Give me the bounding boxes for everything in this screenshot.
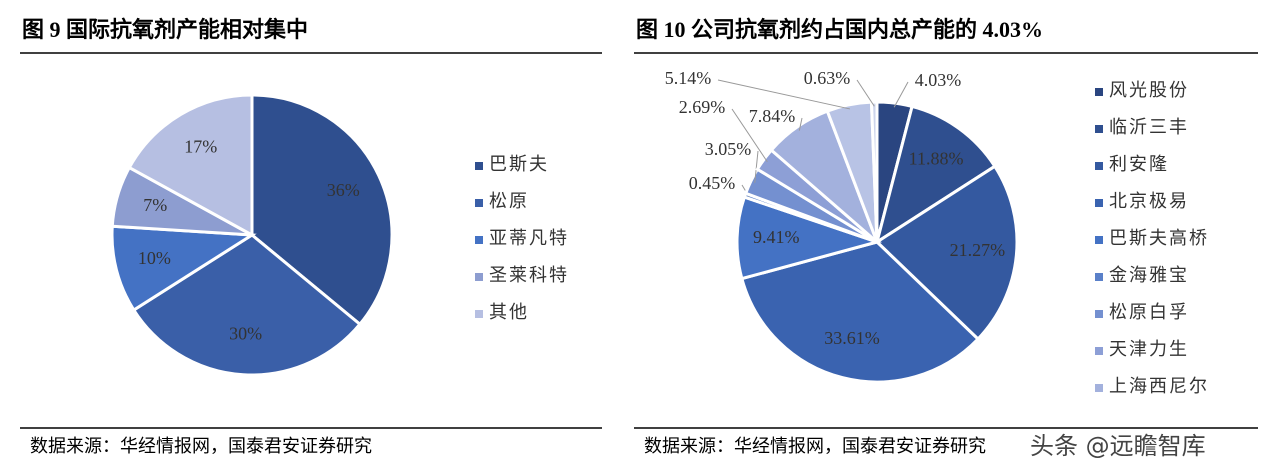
legend-label: 松原白孚 xyxy=(1109,302,1189,322)
legend-swatch xyxy=(475,162,483,170)
legend-label: 松原 xyxy=(489,191,529,211)
legend-label: 金海雅宝 xyxy=(1109,265,1189,285)
pie-slice xyxy=(874,104,997,246)
source-note: 数据来源：华经情报网，国泰君安证券研究 xyxy=(30,436,372,456)
value-label: 3.05% xyxy=(705,139,752,159)
value-label: 36% xyxy=(327,180,360,200)
watermark: 头条 @远瞻智库 xyxy=(1030,432,1206,460)
legend-swatch xyxy=(1095,236,1103,244)
pie-slice xyxy=(874,164,1019,342)
legend-swatch xyxy=(475,310,483,318)
value-label: 21.27% xyxy=(950,240,1006,260)
legend-label: 天津力生 xyxy=(1109,339,1189,359)
pie-slice xyxy=(110,224,257,313)
legend-label: 巴斯夫高桥 xyxy=(1109,228,1209,248)
value-label: 30% xyxy=(229,324,262,344)
leader-line xyxy=(754,150,759,183)
value-label: 0.63% xyxy=(804,68,851,88)
chart-title: 图 10 公司抗氧剂约占国内总产能的 4.03% xyxy=(636,17,1043,42)
source-note: 数据来源：华经情报网，国泰君安证券研究 xyxy=(644,436,986,456)
legend-swatch xyxy=(1095,199,1103,207)
legend-swatch xyxy=(1095,125,1103,133)
legend-label: 亚蒂凡特 xyxy=(489,228,569,248)
pie-slice xyxy=(250,93,394,327)
legend-swatch xyxy=(475,273,483,281)
legend-swatch xyxy=(1095,384,1103,392)
legend-swatch xyxy=(1095,347,1103,355)
value-label: 33.61% xyxy=(824,328,880,348)
legend-label: 临沂三丰 xyxy=(1109,117,1189,137)
pie-slice xyxy=(131,233,362,377)
legend-swatch xyxy=(1095,88,1103,96)
value-label: 7% xyxy=(143,195,167,215)
legend-swatch xyxy=(1095,273,1103,281)
value-label: 0.45% xyxy=(689,173,736,193)
legend-swatch xyxy=(1095,310,1103,318)
pie-slice xyxy=(740,240,981,384)
legend-label: 利安隆 xyxy=(1109,154,1169,174)
legend-label: 北京极易 xyxy=(1109,191,1189,211)
legend-swatch xyxy=(475,236,483,244)
value-label: 11.88% xyxy=(909,148,964,168)
value-label: 4.03% xyxy=(915,70,962,90)
value-label: 9.41% xyxy=(753,227,800,247)
value-label: 17% xyxy=(184,136,217,156)
legend-label: 其他 xyxy=(489,302,529,322)
leader-line xyxy=(731,108,768,163)
legend-label: 风光股份 xyxy=(1109,80,1189,100)
legend-label: 巴斯夫 xyxy=(489,154,549,174)
chart-title: 图 9 国际抗氧剂产能相对集中 xyxy=(22,17,308,42)
value-label: 10% xyxy=(138,248,171,268)
legend-swatch xyxy=(1095,162,1103,170)
leader-line xyxy=(893,81,909,108)
leader-line xyxy=(798,117,803,131)
pie-slice xyxy=(127,93,254,238)
legend-label: 上海西尼尔 xyxy=(1109,376,1209,396)
legend-label: 圣莱科特 xyxy=(489,265,569,285)
pie-slice xyxy=(735,195,883,281)
legend-swatch xyxy=(475,199,483,207)
value-label: 5.14% xyxy=(665,68,712,88)
value-label: 7.84% xyxy=(749,106,796,126)
leader-line xyxy=(856,79,875,107)
value-label: 2.69% xyxy=(679,97,726,117)
leader-line xyxy=(717,79,850,110)
